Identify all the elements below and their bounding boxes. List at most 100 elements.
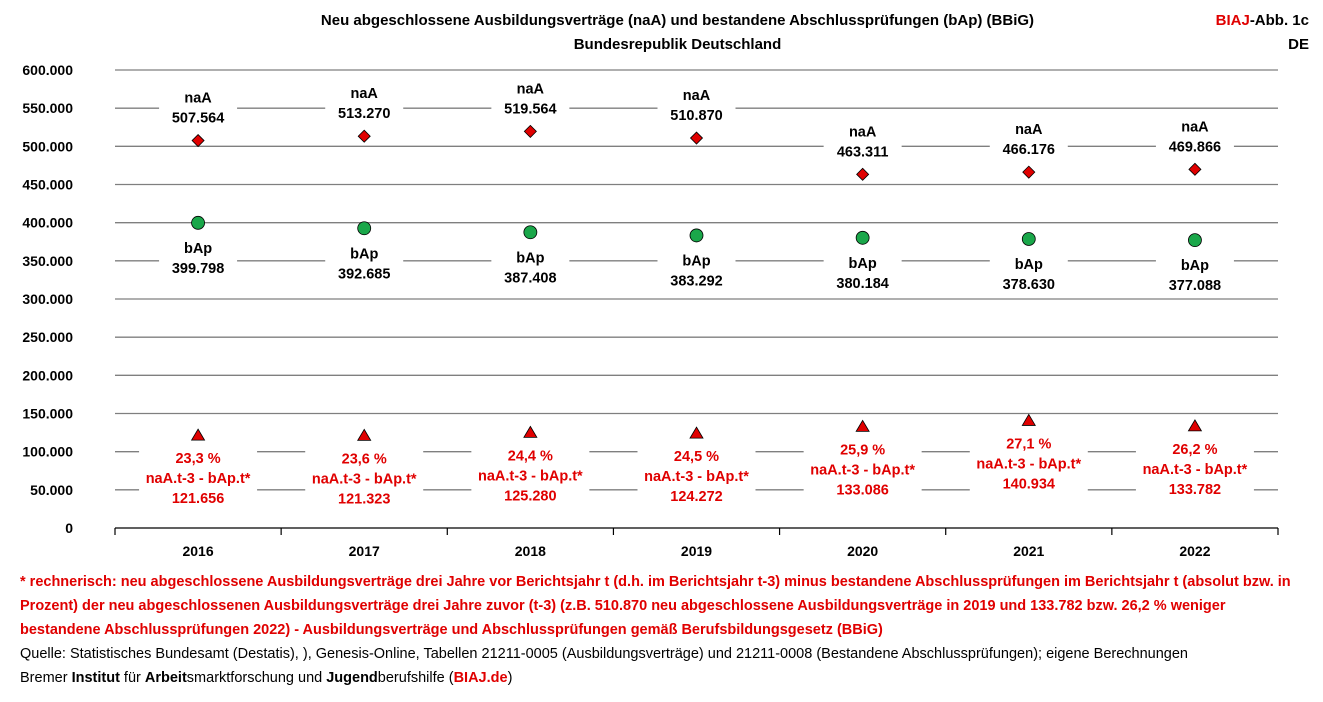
label-background (1155, 254, 1234, 297)
label-background (325, 86, 404, 127)
data-label-value: 510.870 (670, 108, 722, 124)
x-tick-label: 2017 (349, 543, 380, 559)
label-background (159, 90, 238, 131)
label-background (637, 445, 756, 512)
data-label-name: naA (1181, 119, 1209, 135)
data-point-diamond (856, 167, 870, 181)
data-label-name: naA (849, 124, 877, 140)
y-tick-label: 300.000 (22, 291, 73, 307)
data-label-name: bAp (350, 246, 378, 262)
data-label-percent: 23,3 % (175, 451, 220, 467)
data-point-circle (1188, 233, 1202, 248)
data-label-value: 387.408 (504, 270, 556, 286)
data-label-name: naA.t-3 - bAp.t* (312, 471, 417, 487)
data-label-value: 378.630 (1003, 277, 1055, 293)
label-background (657, 88, 736, 129)
label-background (491, 246, 570, 289)
data-point-circle (191, 215, 205, 230)
data-point-diamond (191, 133, 205, 148)
label-background (989, 122, 1068, 163)
data-label-percent: 24,5 % (674, 449, 719, 465)
data-point-circle (689, 228, 704, 243)
label-background (823, 124, 902, 165)
x-tick-label: 2018 (515, 543, 546, 559)
biaj-link: BIAJ.de (453, 670, 508, 686)
y-tick-label: 500.000 (22, 138, 73, 154)
data-point-diamond (357, 129, 371, 143)
data-label-value: 133.782 (1169, 482, 1221, 498)
data-label-value: 124.272 (670, 489, 722, 505)
label-background (1155, 119, 1234, 160)
figure-number: -Abb. 1c (1249, 12, 1309, 29)
data-point-circle (855, 230, 870, 245)
data-point-triangle (190, 428, 206, 441)
data-point-diamond (523, 124, 537, 138)
data-label-value: 513.270 (338, 106, 390, 122)
label-background (1135, 437, 1254, 504)
data-label-value: 377.088 (1169, 278, 1221, 294)
data-label-name: naA.t-3 - bAp.t* (1143, 462, 1248, 478)
data-label-value: 469.866 (1169, 139, 1221, 155)
y-tick-label: 50.000 (30, 482, 73, 498)
data-label-value: 383.292 (670, 273, 722, 289)
data-point-diamond (689, 131, 704, 145)
y-tick-label: 150.000 (22, 406, 73, 422)
figure-id: BIAJ-Abb. 1c (1216, 9, 1309, 33)
chart-title: Neu abgeschlossene Ausbildungsverträge (… (320, 12, 1035, 29)
data-point-triangle (523, 425, 538, 438)
y-tick-label: 250.000 (22, 329, 73, 345)
y-tick-label: 450.000 (22, 177, 73, 193)
data-label-name: bAp (682, 253, 710, 269)
data-label-value: 121.656 (172, 491, 224, 507)
data-point-diamond (1188, 162, 1202, 176)
data-label-name: naA.t-3 - bAp.t* (478, 468, 583, 484)
label-background (159, 236, 238, 279)
footnotes: * rechnerisch: neu abgeschlossene Ausbil… (20, 570, 1310, 690)
data-label-name: naA (184, 91, 212, 107)
y-tick-label: 0 (65, 520, 73, 536)
x-tick-label: 2020 (847, 543, 878, 559)
data-label-name: bAp (1181, 258, 1209, 274)
data-label-name: naA (683, 88, 711, 104)
label-background (989, 252, 1068, 295)
data-label-value: 392.685 (338, 266, 390, 282)
y-tick-label: 400.000 (22, 215, 73, 231)
data-label-name: bAp (184, 241, 212, 257)
footnote-organization: Bremer Institut für Arbeitsmarktforschun… (20, 670, 513, 686)
label-background (325, 242, 404, 285)
data-label-name: naA (517, 81, 545, 97)
x-tick-label: 2016 (182, 543, 213, 559)
label-background (139, 447, 258, 514)
data-label-name: bAp (516, 250, 544, 266)
data-point-triangle (1021, 413, 1036, 426)
data-label-percent: 23,6 % (342, 451, 387, 467)
data-point-circle (1021, 232, 1036, 246)
y-tick-label: 550.000 (22, 100, 73, 116)
data-label-name: naA.t-3 - bAp.t* (810, 462, 915, 478)
y-tick-label: 600.000 (22, 62, 73, 78)
footnote-source: Quelle: Statistisches Bundesamt (Destati… (20, 646, 1188, 662)
data-point-circle (357, 221, 372, 236)
data-label-percent: 24,4 % (508, 448, 553, 464)
data-point-diamond (1022, 165, 1036, 179)
data-label-name: naA.t-3 - bAp.t* (644, 469, 749, 485)
data-label-name: naA (1015, 122, 1043, 138)
data-label-value: 466.176 (1003, 142, 1055, 158)
data-label-name: naA.t-3 - bAp.t* (976, 456, 1081, 472)
data-label-value: 399.798 (172, 261, 224, 277)
data-label-value: 380.184 (836, 276, 888, 292)
data-label-name: bAp (1015, 257, 1043, 273)
data-label-name: naA.t-3 - bAp.t* (146, 471, 251, 487)
x-tick-label: 2022 (1179, 543, 1210, 559)
region-code: DE (1288, 36, 1309, 53)
label-background (491, 81, 570, 122)
data-label-value: 519.564 (504, 101, 556, 117)
data-label-percent: 26,2 % (1172, 442, 1217, 458)
data-label-name: bAp (849, 256, 877, 272)
chart-plot: 0 50.000 100.000 150.000 200.000 250.000 300.0… (22, 62, 1279, 559)
data-label-name: naA (351, 86, 379, 102)
data-point-triangle (689, 426, 704, 439)
data-label-value: 463.311 (837, 144, 889, 160)
label-background (471, 444, 590, 511)
label-background (657, 249, 736, 292)
